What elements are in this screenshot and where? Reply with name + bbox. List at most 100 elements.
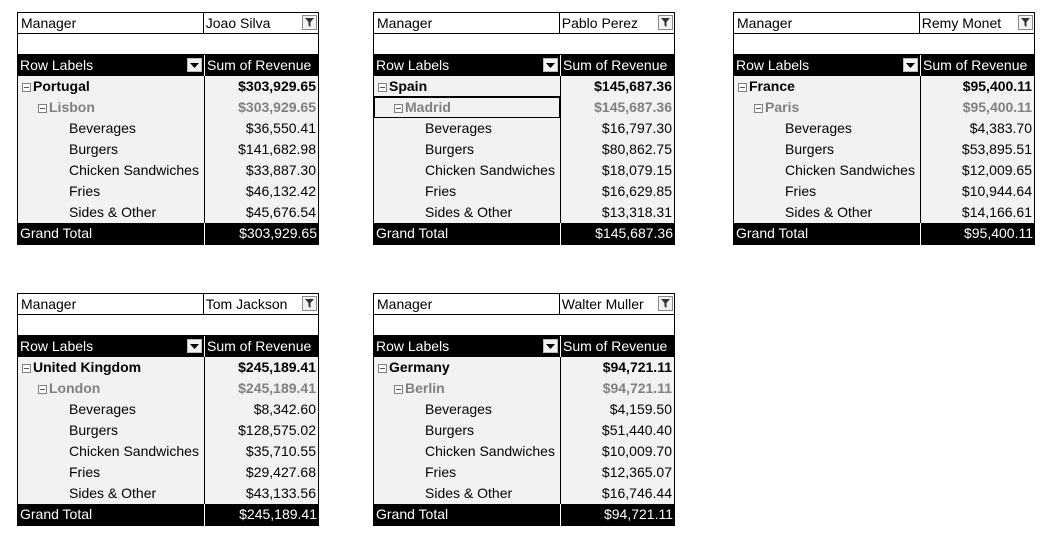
item-row[interactable]: Fries $46,132.42 (18, 181, 318, 202)
dropdown-arrow-icon[interactable] (187, 339, 202, 353)
manager-label: Manager (18, 294, 204, 314)
country-row[interactable]: Spain $145,687.36 (374, 76, 674, 97)
item-row[interactable]: Burgers $141,682.98 (18, 139, 318, 160)
item-label: Fries (425, 464, 457, 480)
item-row[interactable]: Fries $16,629.85 (374, 181, 674, 202)
dropdown-arrow-icon[interactable] (543, 58, 558, 72)
row-labels-header[interactable]: Row Labels (17, 336, 204, 357)
dropdown-arrow-icon[interactable] (903, 58, 918, 72)
country-row[interactable]: Portugal $303,929.65 (18, 76, 318, 97)
item-row[interactable]: Beverages $4,383.70 (734, 118, 1034, 139)
collapse-icon[interactable] (38, 104, 47, 113)
country-total: $95,400.11 (919, 76, 1034, 97)
filter-funnel-icon[interactable] (302, 15, 317, 30)
pivot-table-remy-monet: Manager Remy Monet Row Labels Sum of Rev… (733, 12, 1035, 245)
item-row[interactable]: Fries $29,427.68 (18, 462, 318, 483)
city-row[interactable]: Madrid $145,687.36 (374, 97, 674, 118)
item-value: $16,629.85 (559, 181, 674, 202)
row-labels-text: Row Labels (20, 338, 94, 354)
item-value: $12,009.65 (919, 160, 1034, 181)
item-row[interactable]: Beverages $16,797.30 (374, 118, 674, 139)
city-row[interactable]: Berlin $94,721.11 (374, 378, 674, 399)
item-row[interactable]: Burgers $128,575.02 (18, 420, 318, 441)
manager-filter-value[interactable]: Tom Jackson (204, 294, 318, 314)
manager-filter-value[interactable]: Pablo Perez (560, 13, 674, 33)
item-row[interactable]: Burgers $51,440.40 (374, 420, 674, 441)
collapse-icon[interactable] (38, 385, 47, 394)
row-labels-header[interactable]: Row Labels (733, 55, 920, 76)
city-row[interactable]: London $245,189.41 (18, 378, 318, 399)
item-row[interactable]: Chicken Sandwiches $12,009.65 (734, 160, 1034, 181)
item-label: Burgers (785, 141, 835, 157)
city-row[interactable]: Lisbon $303,929.65 (18, 97, 318, 118)
grand-total-value: $303,929.65 (204, 223, 319, 245)
item-row[interactable]: Chicken Sandwiches $18,079.15 (374, 160, 674, 181)
collapse-icon[interactable] (754, 104, 763, 113)
manager-label: Manager (374, 294, 560, 314)
filter-funnel-icon[interactable] (658, 296, 673, 311)
country-row[interactable]: United Kingdom $245,189.41 (18, 357, 318, 378)
item-row[interactable]: Sides & Other $45,676.54 (18, 202, 318, 223)
collapse-icon[interactable] (378, 83, 387, 92)
filter-funnel-icon[interactable] (302, 296, 317, 311)
collapse-icon[interactable] (394, 385, 403, 394)
item-row[interactable]: Fries $12,365.07 (374, 462, 674, 483)
dropdown-arrow-icon[interactable] (543, 339, 558, 353)
pivot-header-row: Row Labels Sum of Revenue (17, 55, 319, 76)
grand-total-row: Grand Total $245,189.41 (17, 504, 319, 526)
collapse-icon[interactable] (394, 104, 403, 113)
item-row[interactable]: Chicken Sandwiches $10,009.70 (374, 441, 674, 462)
item-row[interactable]: Sides & Other $13,318.31 (374, 202, 674, 223)
item-value: $29,427.68 (203, 462, 318, 483)
item-label: Beverages (69, 120, 136, 136)
collapse-icon[interactable] (378, 364, 387, 373)
item-row[interactable]: Beverages $36,550.41 (18, 118, 318, 139)
grand-total-value: $94,721.11 (560, 504, 675, 526)
item-row[interactable]: Sides & Other $43,133.56 (18, 483, 318, 504)
item-label: Chicken Sandwiches (69, 443, 199, 459)
row-labels-header[interactable]: Row Labels (373, 336, 560, 357)
item-row[interactable]: Sides & Other $16,746.44 (374, 483, 674, 504)
item-row[interactable]: Beverages $4,159.50 (374, 399, 674, 420)
collapse-icon[interactable] (738, 83, 747, 92)
city-total: $303,929.65 (203, 97, 318, 118)
item-row[interactable]: Chicken Sandwiches $33,887.30 (18, 160, 318, 181)
item-value: $33,887.30 (203, 160, 318, 181)
item-row[interactable]: Burgers $53,895.51 (734, 139, 1034, 160)
item-row[interactable]: Burgers $80,862.75 (374, 139, 674, 160)
item-row[interactable]: Fries $10,944.64 (734, 181, 1034, 202)
manager-filter-value[interactable]: Joao Silva (204, 13, 318, 33)
city-label: London (49, 380, 101, 396)
pivot-body: United Kingdom $245,189.41 London $245,1… (17, 357, 319, 504)
item-row[interactable]: Chicken Sandwiches $35,710.55 (18, 441, 318, 462)
manager-filter-row: Manager Walter Muller (373, 293, 675, 315)
grand-total-label: Grand Total (736, 225, 809, 241)
collapse-icon[interactable] (22, 83, 31, 92)
filter-funnel-icon[interactable] (1018, 15, 1033, 30)
pivot-table-joao-silva: Manager Joao Silva Row Labels Sum of Rev… (17, 12, 319, 245)
item-value: $128,575.02 (203, 420, 318, 441)
manager-filter-row: Manager Tom Jackson (17, 293, 319, 315)
item-label: Burgers (69, 422, 119, 438)
grand-total-value: $245,189.41 (204, 504, 319, 526)
item-label: Sides & Other (785, 204, 873, 220)
city-label: Lisbon (49, 99, 95, 115)
sum-of-revenue-header: Sum of Revenue (204, 55, 319, 76)
row-labels-header[interactable]: Row Labels (17, 55, 204, 76)
country-row[interactable]: France $95,400.11 (734, 76, 1034, 97)
country-label: France (749, 78, 795, 94)
pivot-body: Germany $94,721.11 Berlin $94,721.11 Bev… (373, 357, 675, 504)
item-row[interactable]: Sides & Other $14,166.61 (734, 202, 1034, 223)
row-labels-header[interactable]: Row Labels (373, 55, 560, 76)
manager-filter-value[interactable]: Walter Muller (560, 294, 674, 314)
item-row[interactable]: Beverages $8,342.60 (18, 399, 318, 420)
filter-funnel-icon[interactable] (658, 15, 673, 30)
dropdown-arrow-icon[interactable] (187, 58, 202, 72)
collapse-icon[interactable] (22, 364, 31, 373)
manager-name: Remy Monet (921, 15, 1002, 31)
city-row[interactable]: Paris $95,400.11 (734, 97, 1034, 118)
sum-of-revenue-header: Sum of Revenue (560, 55, 675, 76)
country-row[interactable]: Germany $94,721.11 (374, 357, 674, 378)
manager-filter-value[interactable]: Remy Monet (920, 13, 1034, 33)
item-label: Beverages (425, 120, 492, 136)
